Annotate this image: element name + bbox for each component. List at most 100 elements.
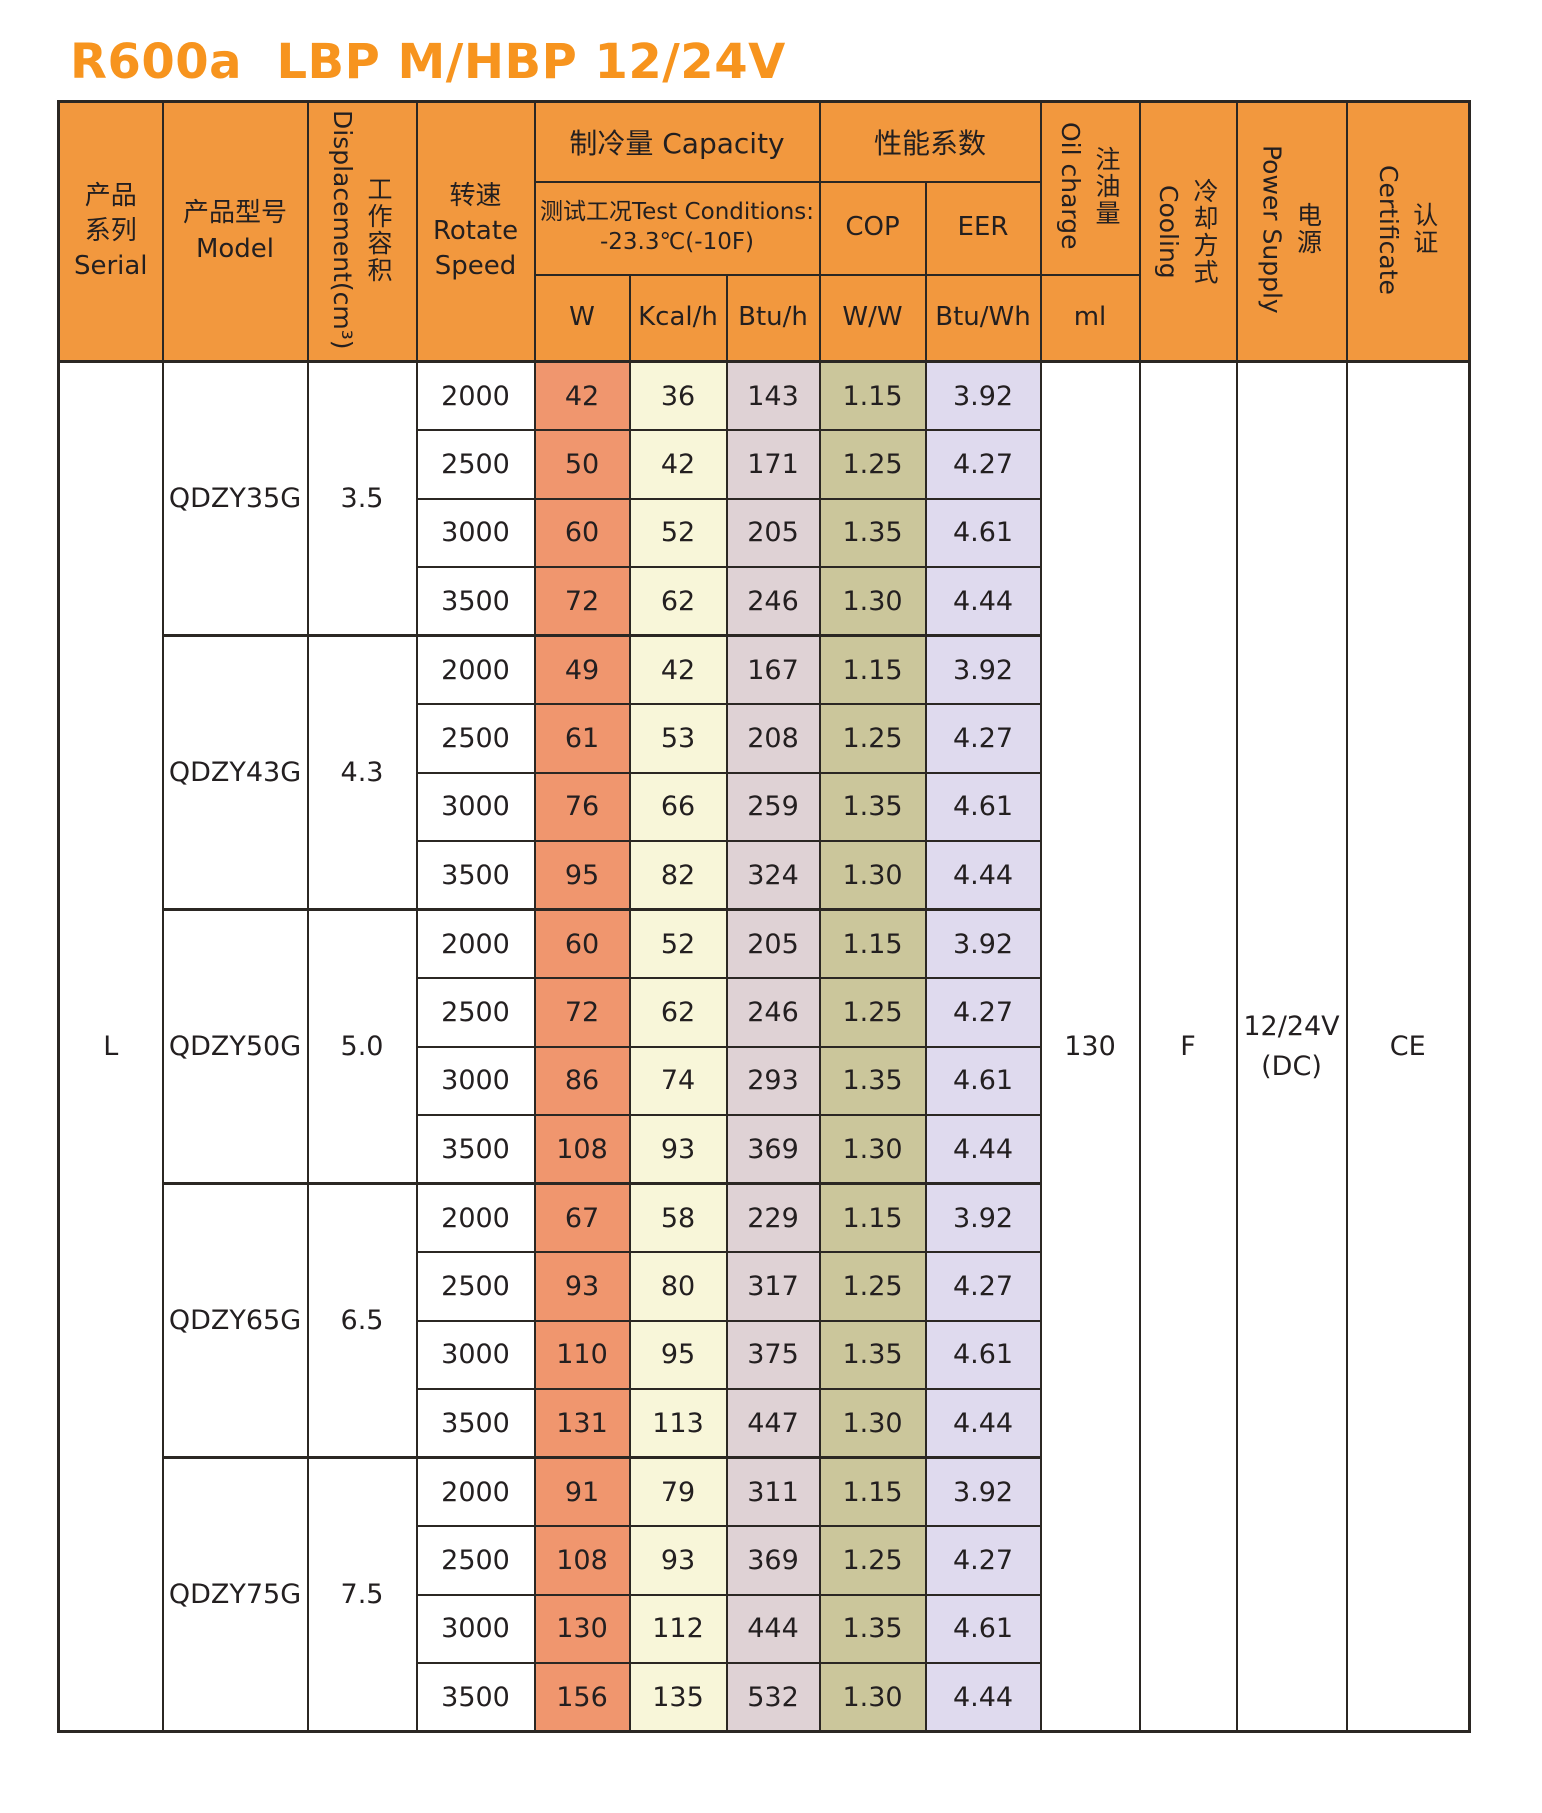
eer-cell: 4.61	[924, 771, 1042, 842]
col-header-oil-charge: Oil charge 注油量	[1039, 100, 1141, 276]
unit-ww-header: W/W	[818, 273, 927, 363]
capacity-w-cell: 91	[533, 1456, 631, 1527]
capacity-btu-cell: 171	[725, 429, 821, 500]
col-header-serial: 产品 系列 Serial	[57, 100, 164, 363]
spec-row: 3500 108 93 369 1.30 4.44	[59, 1114, 1470, 1185]
spec-row: 3000 86 74 293 1.35 4.61	[59, 1045, 1470, 1116]
capacity-w-cell: 110	[533, 1319, 631, 1390]
rotate-speed-cell: 3000	[415, 497, 536, 568]
capacity-kcal-cell: 66	[628, 771, 728, 842]
cop-header: COP	[818, 180, 927, 276]
test-conditions-line-1: 测试工况Test Conditions:	[539, 199, 815, 226]
capacity-btu-cell: 532	[725, 1662, 821, 1733]
eer-cell: 4.27	[924, 1251, 1042, 1322]
col-header-capacity: 制冷量 Capacity	[533, 100, 821, 183]
rotate-speed-cell: 2500	[415, 703, 536, 774]
capacity-w-cell: 86	[533, 1045, 631, 1116]
capacity-btu-cell: 317	[725, 1251, 821, 1322]
eer-cell: 4.27	[924, 1525, 1042, 1596]
spec-table-header: 产品 系列 Serial 产品型号 Model Displacement(cm³…	[57, 100, 1471, 363]
cop-cell: 1.35	[818, 1593, 927, 1664]
cop-cell: 1.35	[818, 1045, 927, 1116]
spec-row: 2500 72 62 246 1.25 4.27	[59, 977, 1470, 1048]
header-row-1: 产品 系列 Serial 产品型号 Model Displacement(cm³…	[57, 100, 1471, 363]
cop-cell: 1.35	[818, 771, 927, 842]
col-header-displacement: Displacement(cm³) 工作容积	[306, 100, 418, 363]
capacity-btu-cell: 324	[725, 840, 821, 911]
cooling-header-zh: 冷却方式	[1190, 177, 1219, 286]
spec-row: QDZY43G 4.3 2000 49 42 167 1.15 3.92	[59, 634, 1470, 911]
rotate-speed-cell: 3500	[415, 840, 536, 911]
spec-row: 2500 108 93 369 1.25 4.27	[59, 1525, 1470, 1596]
capacity-kcal-cell: 135	[628, 1662, 728, 1733]
header-row-2: 测试工况Test Conditions: -23.3℃(-10F) COP EE…	[59, 180, 1470, 276]
unit-ml-header: ml	[1039, 273, 1141, 363]
capacity-w-cell: 95	[533, 840, 631, 911]
model-cell: QDZY50G	[161, 908, 309, 1185]
eer-cell: 4.61	[924, 497, 1042, 568]
spec-row: 3000 76 66 259 1.35 4.61	[59, 771, 1470, 842]
spec-row: 3500 156 135 532 1.30 4.44	[59, 1662, 1470, 1733]
capacity-btu-cell: 375	[725, 1319, 821, 1390]
capacity-w-cell: 49	[533, 634, 631, 705]
unit-btu-header: Btu/h	[725, 273, 821, 363]
spec-row: 3500 131 113 447 1.30 4.44	[59, 1388, 1470, 1459]
spec-row: 2500 93 80 317 1.25 4.27	[59, 1251, 1470, 1322]
capacity-btu-cell: 369	[725, 1114, 821, 1185]
cooling-header-en: Cooling	[1154, 184, 1183, 279]
eer-cell: 3.92	[924, 634, 1042, 705]
capacity-w-cell: 67	[533, 1182, 631, 1253]
capacity-kcal-cell: 36	[628, 360, 728, 431]
displacement-cell: 3.5	[306, 360, 418, 637]
eer-cell: 4.44	[924, 1662, 1042, 1733]
capacity-btu-cell: 229	[725, 1182, 821, 1253]
cop-cell: 1.25	[818, 429, 927, 500]
capacity-btu-cell: 369	[725, 1525, 821, 1596]
capacity-kcal-cell: 42	[628, 634, 728, 705]
serial-cell: L	[57, 360, 164, 1733]
capacity-kcal-cell: 53	[628, 703, 728, 774]
cop-cell: 1.15	[818, 360, 927, 431]
cop-cell: 1.15	[818, 634, 927, 705]
capacity-w-cell: 50	[533, 429, 631, 500]
col-header-rotate-speed: 转速 Rotate Speed	[415, 100, 536, 363]
cop-cell: 1.30	[818, 566, 927, 637]
cop-cell: 1.15	[818, 1182, 927, 1253]
cop-cell: 1.35	[818, 497, 927, 568]
power-supply-header-zh: 电源	[1293, 202, 1323, 257]
cooling-cell: F	[1138, 360, 1238, 1733]
spec-row: QDZY50G 5.0 2000 60 52 205 1.15 3.92	[59, 908, 1470, 1185]
capacity-kcal-cell: 58	[628, 1182, 728, 1253]
displacement-cell: 6.5	[306, 1182, 418, 1459]
capacity-w-cell: 42	[533, 360, 631, 431]
test-conditions-header: 测试工况Test Conditions: -23.3℃(-10F)	[533, 180, 821, 276]
capacity-w-cell: 130	[533, 1593, 631, 1664]
oil-charge-cell: 130	[1039, 360, 1141, 1733]
spec-row: 2500 50 42 171 1.25 4.27	[59, 429, 1470, 500]
capacity-btu-cell: 205	[725, 497, 821, 568]
capacity-w-cell: 60	[533, 497, 631, 568]
power-supply-line-2: (DC)	[1261, 1050, 1322, 1082]
spec-row: QDZY75G 7.5 2000 91 79 311 1.15 3.92	[59, 1456, 1470, 1733]
cop-cell: 1.30	[818, 1114, 927, 1185]
rotate-speed-cell: 2000	[415, 908, 536, 979]
capacity-kcal-cell: 79	[628, 1456, 728, 1527]
rotate-speed-cell: 3000	[415, 1045, 536, 1116]
page-title: R600a LBP M/HBP 12/24V	[70, 34, 786, 90]
unit-kcal-header: Kcal/h	[628, 273, 728, 363]
col-header-model: 产品型号 Model	[161, 100, 309, 363]
header-row-3: W Kcal/h Btu/h W/W Btu/Wh ml	[59, 273, 1470, 363]
col-header-certificate: Certificate 认证	[1345, 100, 1471, 363]
displacement-header-zh: 工作容积	[364, 175, 393, 284]
oil-charge-header-zh: 注油量	[1092, 145, 1121, 227]
capacity-kcal-cell: 93	[628, 1114, 728, 1185]
eer-cell: 3.92	[924, 1182, 1042, 1253]
eer-cell: 4.27	[924, 977, 1042, 1048]
capacity-kcal-cell: 113	[628, 1388, 728, 1459]
col-header-cooling: Cooling 冷却方式	[1138, 100, 1238, 363]
displacement-cell: 5.0	[306, 908, 418, 1185]
capacity-kcal-cell: 95	[628, 1319, 728, 1390]
cop-cell: 1.30	[818, 840, 927, 911]
capacity-btu-cell: 447	[725, 1388, 821, 1459]
capacity-w-cell: 93	[533, 1251, 631, 1322]
